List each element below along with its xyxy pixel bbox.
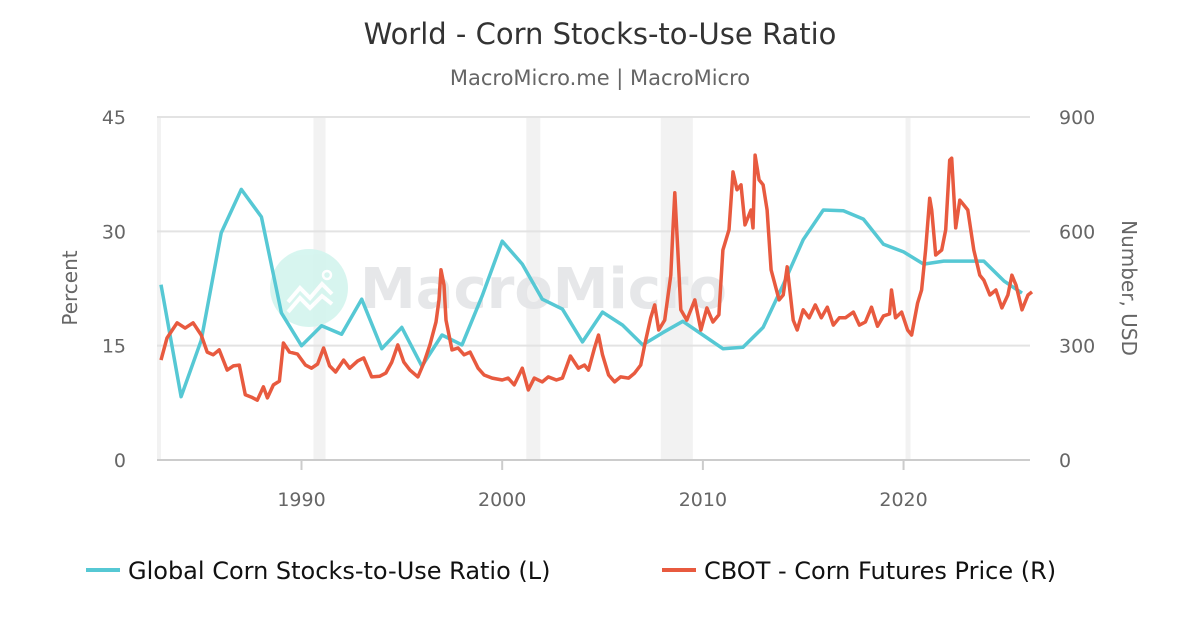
legend: Global Corn Stocks-to-Use Ratio (L) CBOT…	[86, 557, 1056, 585]
x-tick-label: 2000	[478, 489, 526, 511]
shaded-period-3	[660, 117, 693, 460]
right-tick-label: 300	[1059, 336, 1095, 358]
left-tick-label: 0	[114, 450, 126, 472]
right-tick-label: 600	[1059, 221, 1095, 243]
left-tick-label: 30	[102, 221, 126, 243]
watermark-logo: MacroMicro	[270, 249, 727, 327]
legend-item-cbot-corn[interactable]: CBOT - Corn Futures Price (R)	[662, 557, 1056, 585]
left-tick-label: 15	[102, 336, 126, 358]
shaded-periods	[157, 117, 911, 460]
chart-subtitle: MacroMicro.me | MacroMicro	[450, 66, 750, 91]
right-tick-label: 0	[1059, 450, 1071, 472]
x-tick-label: 2020	[879, 489, 927, 511]
legend-item-stocks-to-use[interactable]: Global Corn Stocks-to-Use Ratio (L)	[86, 557, 551, 585]
axes: 0 15 30 45 0 300 600 900 1990 2000 2010 2020	[102, 107, 1095, 511]
legend-label-stocks-to-use: Global Corn Stocks-to-Use Ratio (L)	[128, 557, 551, 585]
series-layer	[159, 153, 1034, 402]
x-tick-label: 2010	[679, 489, 727, 511]
shaded-period-0	[157, 117, 161, 460]
left-axis-label: Percent	[58, 250, 82, 325]
x-tick-label: 1990	[277, 489, 325, 511]
legend-label-cbot-corn: CBOT - Corn Futures Price (R)	[704, 557, 1056, 585]
series-line-cbot-corn	[159, 153, 1034, 402]
chart-title: World - Corn Stocks-to-Use Ratio	[364, 17, 837, 51]
left-tick-label: 45	[102, 107, 126, 129]
right-axis-label: Number, USD	[1117, 220, 1141, 356]
series-line-stocks-to-use	[159, 187, 1023, 399]
shaded-period-2	[526, 117, 541, 460]
right-tick-label: 900	[1059, 107, 1095, 129]
shaded-period-4	[905, 117, 911, 460]
